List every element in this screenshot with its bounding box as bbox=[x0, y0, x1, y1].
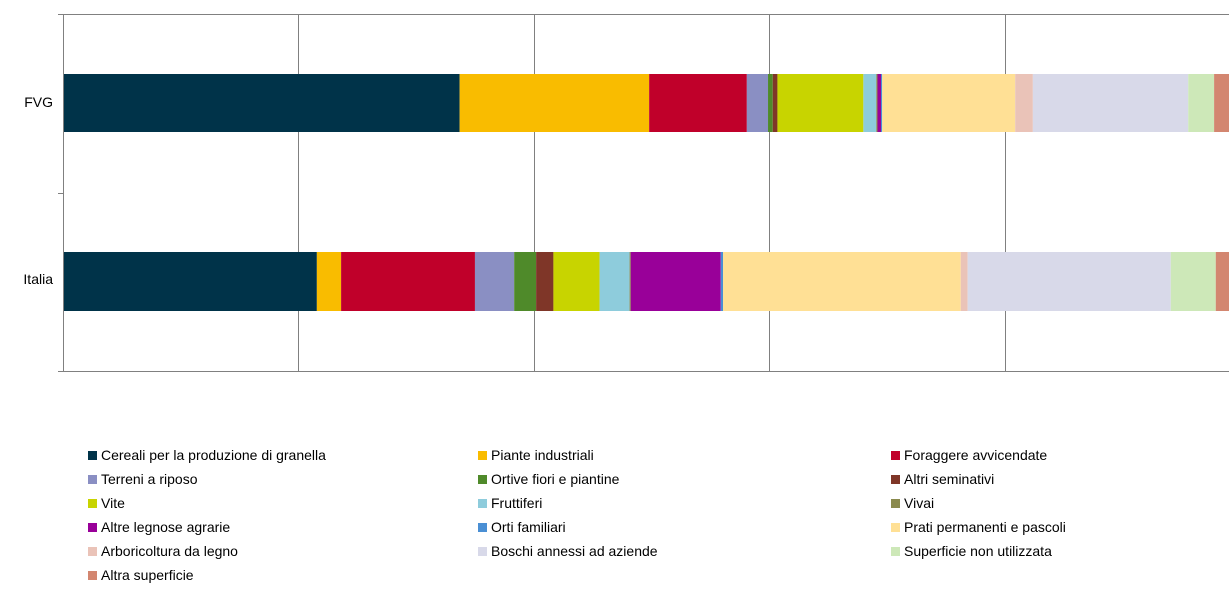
legend-item: Altre legnose agrarie bbox=[88, 517, 478, 537]
legend-label: Piante industriali bbox=[491, 447, 594, 463]
bar-segment bbox=[316, 252, 342, 311]
bar-segment bbox=[649, 74, 747, 132]
legend-swatch bbox=[478, 546, 487, 556]
legend: Cereali per la produzione di granella Pi… bbox=[88, 445, 1208, 585]
bar-segment bbox=[960, 252, 968, 311]
legend-label: Foraggere avvicendate bbox=[904, 447, 1048, 463]
legend-label: Vivai bbox=[904, 495, 935, 511]
bar-segment bbox=[967, 252, 1171, 311]
legend-item: Fruttiferi bbox=[478, 493, 891, 513]
legend-item: Ortive fiori e piantine bbox=[478, 469, 891, 489]
legend-item: Superficie non utilizzata bbox=[891, 541, 1191, 561]
legend-swatch bbox=[88, 570, 97, 580]
legend-swatch bbox=[891, 498, 900, 508]
bar-segment bbox=[1015, 74, 1033, 132]
bar-segments bbox=[63, 74, 1229, 311]
bar-segment bbox=[881, 74, 883, 132]
legend-item: Piante industriali bbox=[478, 445, 891, 465]
bar-segment bbox=[1214, 74, 1229, 132]
legend-label: Prati permanenti e pascoli bbox=[904, 519, 1066, 535]
bar-segment bbox=[768, 74, 773, 132]
legend-item: Prati permanenti e pascoli bbox=[891, 517, 1191, 537]
bar-segment bbox=[474, 252, 515, 311]
legend-label: Arboricoltura da legno bbox=[101, 543, 238, 559]
bar-segment bbox=[553, 252, 600, 311]
bar-segment bbox=[723, 252, 961, 311]
legend-label: Orti familiari bbox=[491, 519, 566, 535]
legend-item: Boschi annessi ad aziende bbox=[478, 541, 891, 561]
bar-segment bbox=[877, 74, 882, 132]
axes bbox=[58, 14, 1229, 372]
legend-item: Arboricoltura da legno bbox=[88, 541, 478, 561]
bar-segment bbox=[459, 74, 650, 132]
legend-item: Terreni a riposo bbox=[88, 469, 478, 489]
legend-item: Foraggere avvicendate bbox=[891, 445, 1191, 465]
bar-segment bbox=[514, 252, 537, 311]
legend-label: Superficie non utilizzata bbox=[904, 543, 1052, 559]
legend-swatch bbox=[891, 474, 900, 484]
legend-swatch bbox=[478, 498, 487, 508]
legend-item: Vivai bbox=[891, 493, 1191, 513]
legend-item: Orti familiari bbox=[478, 517, 891, 537]
bar-segment bbox=[1215, 252, 1229, 311]
legend-item: Cereali per la produzione di granella bbox=[88, 445, 478, 465]
legend-label: Ortive fiori e piantine bbox=[491, 471, 620, 487]
bar-segment bbox=[863, 74, 877, 132]
bar-segment bbox=[720, 252, 724, 311]
bar-segment bbox=[1032, 74, 1189, 132]
legend-swatch bbox=[478, 450, 487, 460]
legend-label: Altri seminativi bbox=[904, 471, 995, 487]
legend-label: Terreni a riposo bbox=[101, 471, 198, 487]
legend-item: Altra superficie bbox=[88, 565, 478, 585]
category-label-italia: Italia bbox=[23, 271, 53, 287]
legend-item: Vite bbox=[88, 493, 478, 513]
bar-segment bbox=[63, 252, 317, 311]
stacked-bar-chart: FVG Italia bbox=[23, 14, 1229, 372]
bar-segment bbox=[746, 74, 769, 132]
bar-segment bbox=[777, 74, 864, 132]
legend-swatch bbox=[88, 546, 97, 556]
bar-segment bbox=[536, 252, 554, 311]
gridlines bbox=[63, 14, 1229, 371]
category-label-fvg: FVG bbox=[24, 94, 53, 110]
legend-label: Boschi annessi ad aziende bbox=[491, 543, 658, 559]
legend-label: Altre legnose agrarie bbox=[101, 519, 231, 535]
legend-label: Altra superficie bbox=[101, 567, 194, 583]
bar-segment bbox=[629, 252, 631, 311]
legend-label: Vite bbox=[101, 495, 125, 511]
bar-segment bbox=[63, 74, 460, 132]
legend-swatch bbox=[891, 546, 900, 556]
bar-segment bbox=[341, 252, 475, 311]
bar-segment bbox=[772, 74, 778, 132]
legend-swatch bbox=[478, 522, 487, 532]
legend-label: Fruttiferi bbox=[491, 495, 543, 511]
legend-swatch bbox=[88, 498, 97, 508]
legend-swatch bbox=[478, 474, 487, 484]
bar-segment bbox=[599, 252, 630, 311]
legend-swatch bbox=[891, 522, 900, 532]
legend-swatch bbox=[88, 474, 97, 484]
bar-segment bbox=[876, 74, 878, 132]
bar-segment bbox=[1188, 74, 1215, 132]
bar-segment bbox=[882, 74, 1016, 132]
legend-swatch bbox=[88, 522, 97, 532]
bar-segment bbox=[1170, 252, 1216, 311]
legend-item: Altri seminativi bbox=[891, 469, 1191, 489]
legend-swatch bbox=[88, 450, 97, 460]
bar-segment bbox=[630, 252, 721, 311]
legend-label: Cereali per la produzione di granella bbox=[101, 447, 326, 463]
legend-swatch bbox=[891, 450, 900, 460]
